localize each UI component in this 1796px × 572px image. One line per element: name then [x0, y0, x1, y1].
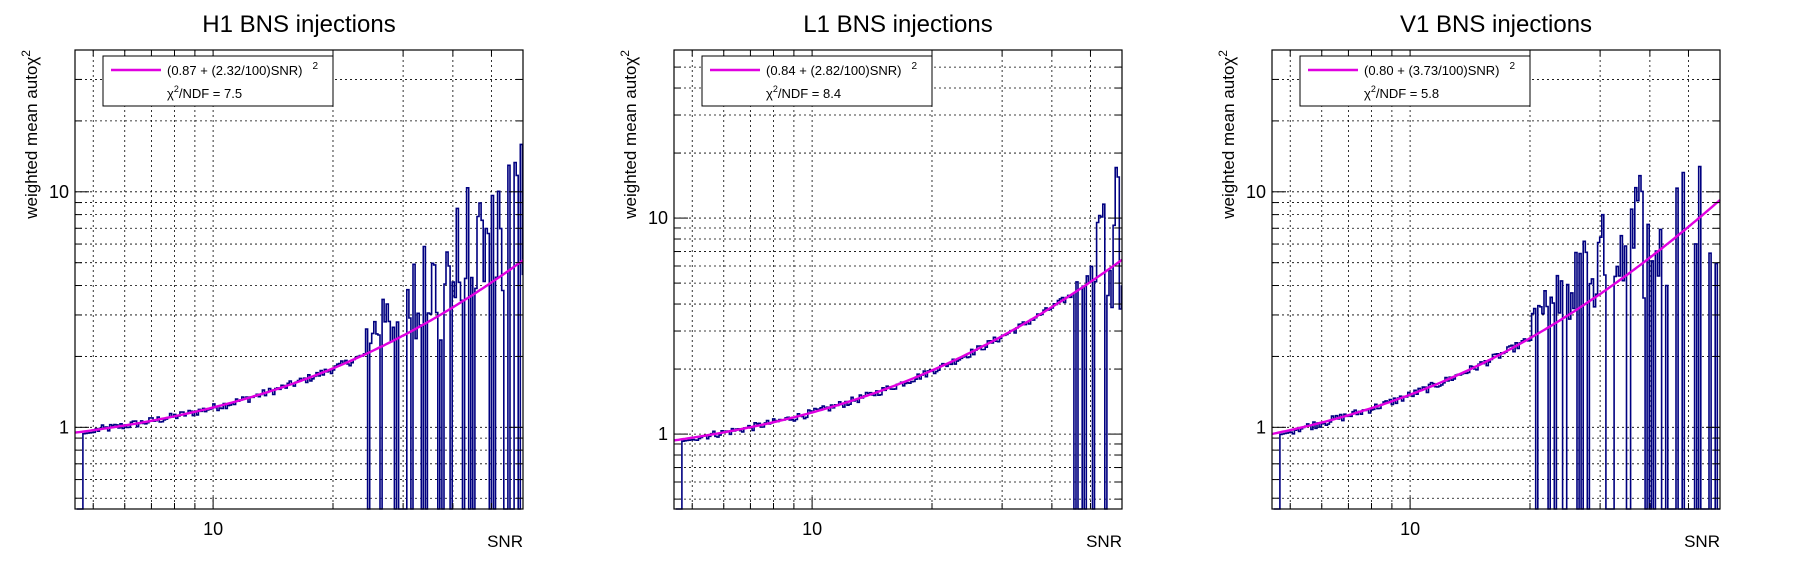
plot-frame — [74, 49, 524, 510]
legend-stat-sup: 2 — [174, 84, 179, 94]
ticks — [674, 50, 1122, 509]
x-tick-label: 10 — [203, 519, 223, 539]
legend-stat: χ2/NDF = 5.8 — [1364, 84, 1439, 101]
grid — [75, 50, 523, 509]
legend-stat-chi: χ — [766, 86, 773, 101]
data-series — [675, 166, 1123, 510]
y-axis-label-chi: χ — [1219, 57, 1238, 66]
legend-fit-formula: (0.87 + (2.32/100)SNR) — [167, 63, 302, 78]
y-tick-label: 1 — [658, 424, 668, 444]
legend-box — [1299, 55, 1531, 107]
y-axis-label-sup: 2 — [618, 50, 632, 57]
legend-fit-sup: 2 — [911, 61, 917, 72]
legend-stat: χ2/NDF = 7.5 — [167, 84, 242, 101]
legend: (0.87 + (2.32/100)SNR) 2χ2/NDF = 7.5 — [102, 55, 334, 107]
y-axis-label-sup: 2 — [1216, 50, 1230, 57]
data-series — [76, 143, 524, 510]
x-axis-label: SNR — [1684, 532, 1720, 551]
y-tick-label: 1 — [59, 417, 69, 437]
chart-panel-2: L1 BNS injections 10 1 10 SNR weighted mean a… — [618, 11, 1123, 551]
y-axis-label: weighted mean autoχ2 — [19, 50, 41, 220]
legend-fit-label: (0.84 + (2.82/100)SNR) 2 — [766, 61, 917, 78]
legend-fit-sup: 2 — [1509, 61, 1515, 72]
legend-fit-label: (0.80 + (3.73/100)SNR) 2 — [1364, 61, 1515, 78]
data-series — [1273, 165, 1720, 510]
chart-panel-3: V1 BNS injections 10 1 10 SNR weighted mean a… — [1216, 11, 1721, 551]
legend-stat-sup: 2 — [1371, 84, 1376, 94]
x-tick-label: 10 — [802, 519, 822, 539]
chart-title: H1 BNS injections — [202, 11, 395, 38]
legend-fit-formula: (0.84 + (2.82/100)SNR) — [766, 63, 901, 78]
legend-fit-label: (0.87 + (2.32/100)SNR) 2 — [167, 61, 318, 78]
y-axis-label: weighted mean autoχ2 — [1216, 50, 1238, 220]
grid — [674, 50, 1122, 509]
y-axis-label-chi: χ — [621, 57, 640, 66]
x-axis-label: SNR — [1086, 532, 1122, 551]
x-axis-label: SNR — [487, 532, 523, 551]
chart-panel-1: H1 BNS injections 10 1 10 SNR weighted mean a… — [19, 11, 524, 551]
legend-stat-value: /NDF = 8.4 — [778, 86, 841, 101]
legend-fit-formula: (0.80 + (3.73/100)SNR) — [1364, 63, 1499, 78]
x-tick-label: 10 — [1400, 519, 1420, 539]
y-tick-label: 10 — [648, 208, 668, 228]
y-axis-label-text: weighted mean auto — [621, 66, 640, 220]
legend-stat-chi: χ — [1364, 86, 1371, 101]
legend: (0.84 + (2.82/100)SNR) 2χ2/NDF = 8.4 — [701, 55, 933, 107]
y-axis-label: weighted mean autoχ2 — [618, 50, 640, 220]
plot-frame — [673, 49, 1123, 510]
y-axis-label-sup: 2 — [19, 50, 33, 57]
legend-stat-value: /NDF = 5.8 — [1376, 86, 1439, 101]
chart-title: V1 BNS injections — [1400, 11, 1592, 38]
legend-fit-sup: 2 — [312, 61, 318, 72]
legend-stat-sup: 2 — [773, 84, 778, 94]
grid — [1272, 50, 1720, 509]
y-tick-label: 1 — [1256, 417, 1266, 437]
y-axis-label-chi: χ — [22, 57, 41, 66]
legend-box — [102, 55, 334, 107]
legend-stat-chi: χ — [167, 86, 174, 101]
legend-stat: χ2/NDF = 8.4 — [766, 84, 841, 101]
y-tick-label: 10 — [1246, 182, 1266, 202]
fit-curve — [1271, 199, 1721, 436]
legend-stat-value: /NDF = 7.5 — [179, 86, 242, 101]
fit-curve — [673, 258, 1123, 442]
fit-curve — [74, 259, 524, 434]
plot-frame — [1271, 49, 1721, 510]
legend: (0.80 + (3.73/100)SNR) 2χ2/NDF = 5.8 — [1299, 55, 1531, 107]
y-axis-label-text: weighted mean auto — [1219, 66, 1238, 220]
y-axis-label-text: weighted mean auto — [22, 66, 41, 220]
chart-title: L1 BNS injections — [803, 11, 992, 38]
legend-box — [701, 55, 933, 107]
y-tick-label: 10 — [49, 182, 69, 202]
ticks — [1272, 50, 1720, 509]
